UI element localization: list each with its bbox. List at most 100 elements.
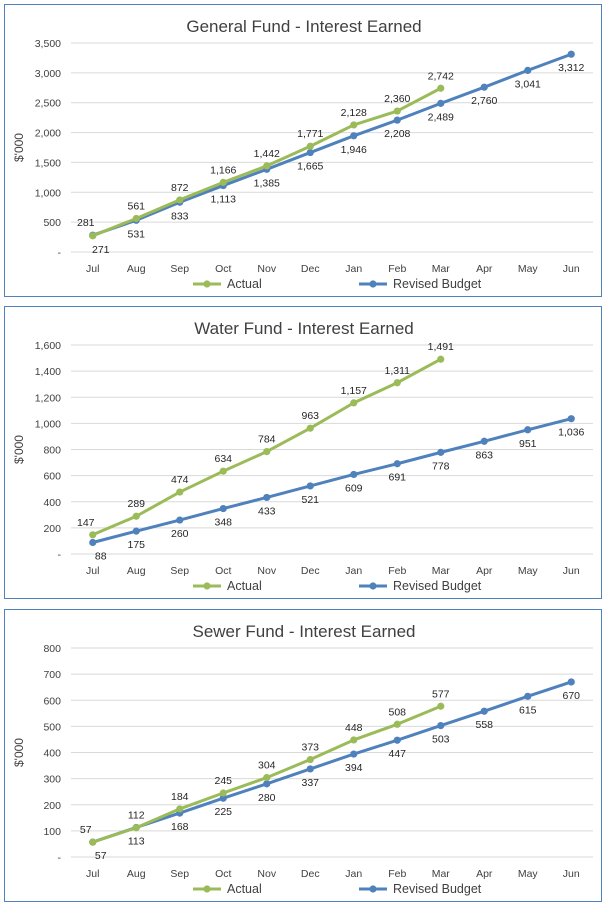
budget-data-label: 1,036 bbox=[558, 427, 584, 439]
budget-point bbox=[176, 516, 184, 524]
y-tick-label: 2,500 bbox=[35, 98, 61, 110]
actual-data-label: 634 bbox=[214, 453, 232, 465]
x-tick-label: Sep bbox=[170, 263, 189, 275]
actual-point bbox=[350, 736, 358, 744]
y-tick-label: 800 bbox=[43, 445, 61, 457]
chart-svg: Sewer Fund - Interest Earned - 100 200 300 40… bbox=[12, 622, 593, 896]
actual-data-label: 2,742 bbox=[428, 70, 454, 82]
y-tick-label: 500 bbox=[43, 217, 61, 229]
actual-point bbox=[350, 121, 358, 129]
budget-data-label: 951 bbox=[519, 438, 537, 450]
y-tick-label: 400 bbox=[43, 497, 61, 509]
x-tick-label: Dec bbox=[301, 565, 320, 577]
sewer-fund-chart: Sewer Fund - Interest Earned - 100 200 300 40… bbox=[4, 609, 602, 902]
chart-svg: Water Fund - Interest Earned - 200 400 600 80… bbox=[12, 319, 593, 593]
actual-point bbox=[219, 178, 227, 186]
x-tick-label: Jan bbox=[345, 565, 362, 577]
budget-data-label: 833 bbox=[171, 210, 189, 222]
budget-data-label: 281 bbox=[77, 217, 95, 229]
x-tick-label: Aug bbox=[127, 263, 146, 275]
x-tick-label: Apr bbox=[476, 565, 493, 577]
x-tick-label: Feb bbox=[388, 263, 406, 275]
x-tick-label: Nov bbox=[257, 565, 276, 577]
legend-budget-marker bbox=[369, 885, 377, 893]
x-tick-label: Mar bbox=[432, 565, 451, 577]
budget-data-label: 3,041 bbox=[515, 78, 541, 90]
budget-point bbox=[480, 83, 488, 91]
budget-data-label: 863 bbox=[475, 449, 493, 461]
budget-data-label: 2,489 bbox=[428, 111, 454, 123]
x-tick-label: Sep bbox=[170, 565, 189, 577]
actual-point bbox=[350, 399, 358, 407]
y-tick-label: 1,400 bbox=[35, 366, 61, 378]
budget-point bbox=[263, 780, 271, 788]
chart-title: Sewer Fund - Interest Earned bbox=[192, 622, 415, 641]
x-tick-label: Jul bbox=[86, 263, 99, 275]
x-tick-label: Dec bbox=[301, 868, 320, 880]
budget-point bbox=[567, 415, 575, 423]
y-tick-label: - bbox=[58, 852, 62, 864]
actual-data-label: 1,157 bbox=[341, 385, 367, 397]
budget-data-label: 337 bbox=[301, 777, 319, 789]
actual-data-label: 577 bbox=[432, 688, 450, 700]
y-tick-label: 2,000 bbox=[35, 128, 61, 140]
budget-point bbox=[350, 132, 358, 140]
actual-data-label: 184 bbox=[171, 791, 189, 803]
actual-point bbox=[176, 805, 184, 813]
actual-data-label: 1,491 bbox=[428, 341, 454, 353]
y-axis-label: $'000 bbox=[12, 133, 26, 162]
budget-point bbox=[437, 448, 445, 456]
y-tick-label: 200 bbox=[43, 800, 61, 812]
actual-point bbox=[306, 755, 314, 764]
budget-series-line bbox=[91, 417, 573, 545]
budget-point bbox=[480, 437, 488, 445]
actual-point bbox=[89, 531, 97, 539]
budget-point bbox=[219, 504, 227, 513]
x-tick-label: Jun bbox=[563, 263, 580, 275]
budget-data-label: 394 bbox=[345, 762, 363, 774]
legend-budget-marker bbox=[369, 582, 377, 590]
budget-data-label: 521 bbox=[301, 494, 319, 506]
legend-budget-marker bbox=[369, 280, 377, 288]
budget-data-label: 168 bbox=[171, 821, 189, 833]
x-tick-label: Jul bbox=[86, 565, 99, 577]
actual-data-label: 474 bbox=[171, 474, 189, 486]
budget-data-label: 1,385 bbox=[254, 177, 280, 189]
x-tick-label: Nov bbox=[257, 263, 276, 275]
actual-data-label: 57 bbox=[95, 850, 107, 862]
budget-point bbox=[263, 493, 271, 502]
actual-point bbox=[263, 773, 271, 782]
x-tick-label: Feb bbox=[388, 565, 406, 577]
budget-data-label: 2,208 bbox=[384, 128, 410, 140]
actual-point bbox=[89, 838, 97, 846]
x-tick-label: Mar bbox=[432, 868, 451, 880]
budget-data-label: 558 bbox=[475, 719, 493, 731]
budget-data-label: 3,312 bbox=[558, 62, 584, 74]
actual-data-label: 1,311 bbox=[385, 365, 411, 377]
actual-data-label: 2,360 bbox=[384, 93, 410, 105]
y-tick-label: 600 bbox=[43, 695, 61, 707]
y-tick-label: 600 bbox=[43, 471, 61, 483]
budget-point bbox=[393, 460, 401, 468]
budget-data-label: 1,665 bbox=[297, 161, 323, 173]
actual-data-label: 271 bbox=[92, 244, 110, 256]
budget-point bbox=[524, 426, 532, 434]
y-tick-label: 3,000 bbox=[35, 68, 61, 80]
legend-actual-label: Actual bbox=[227, 579, 262, 593]
budget-point bbox=[306, 765, 314, 773]
budget-point bbox=[89, 538, 97, 547]
actual-point bbox=[219, 789, 227, 797]
actual-point bbox=[132, 824, 140, 832]
legend-actual-label: Actual bbox=[227, 277, 262, 291]
budget-data-label: 260 bbox=[171, 528, 189, 540]
budget-data-label: 670 bbox=[562, 690, 580, 702]
budget-data-label: 447 bbox=[388, 748, 406, 760]
budget-data-label: 225 bbox=[214, 806, 232, 818]
general-fund-chart: General Fund - Interest Earned - 500 1,000 1… bbox=[4, 4, 602, 297]
budget-point bbox=[350, 470, 358, 479]
actual-data-label: 112 bbox=[128, 810, 145, 822]
actual-point bbox=[132, 512, 140, 520]
y-tick-label: 1,000 bbox=[35, 418, 61, 430]
budget-data-label: 348 bbox=[214, 517, 232, 529]
actual-data-label: 561 bbox=[127, 201, 145, 213]
